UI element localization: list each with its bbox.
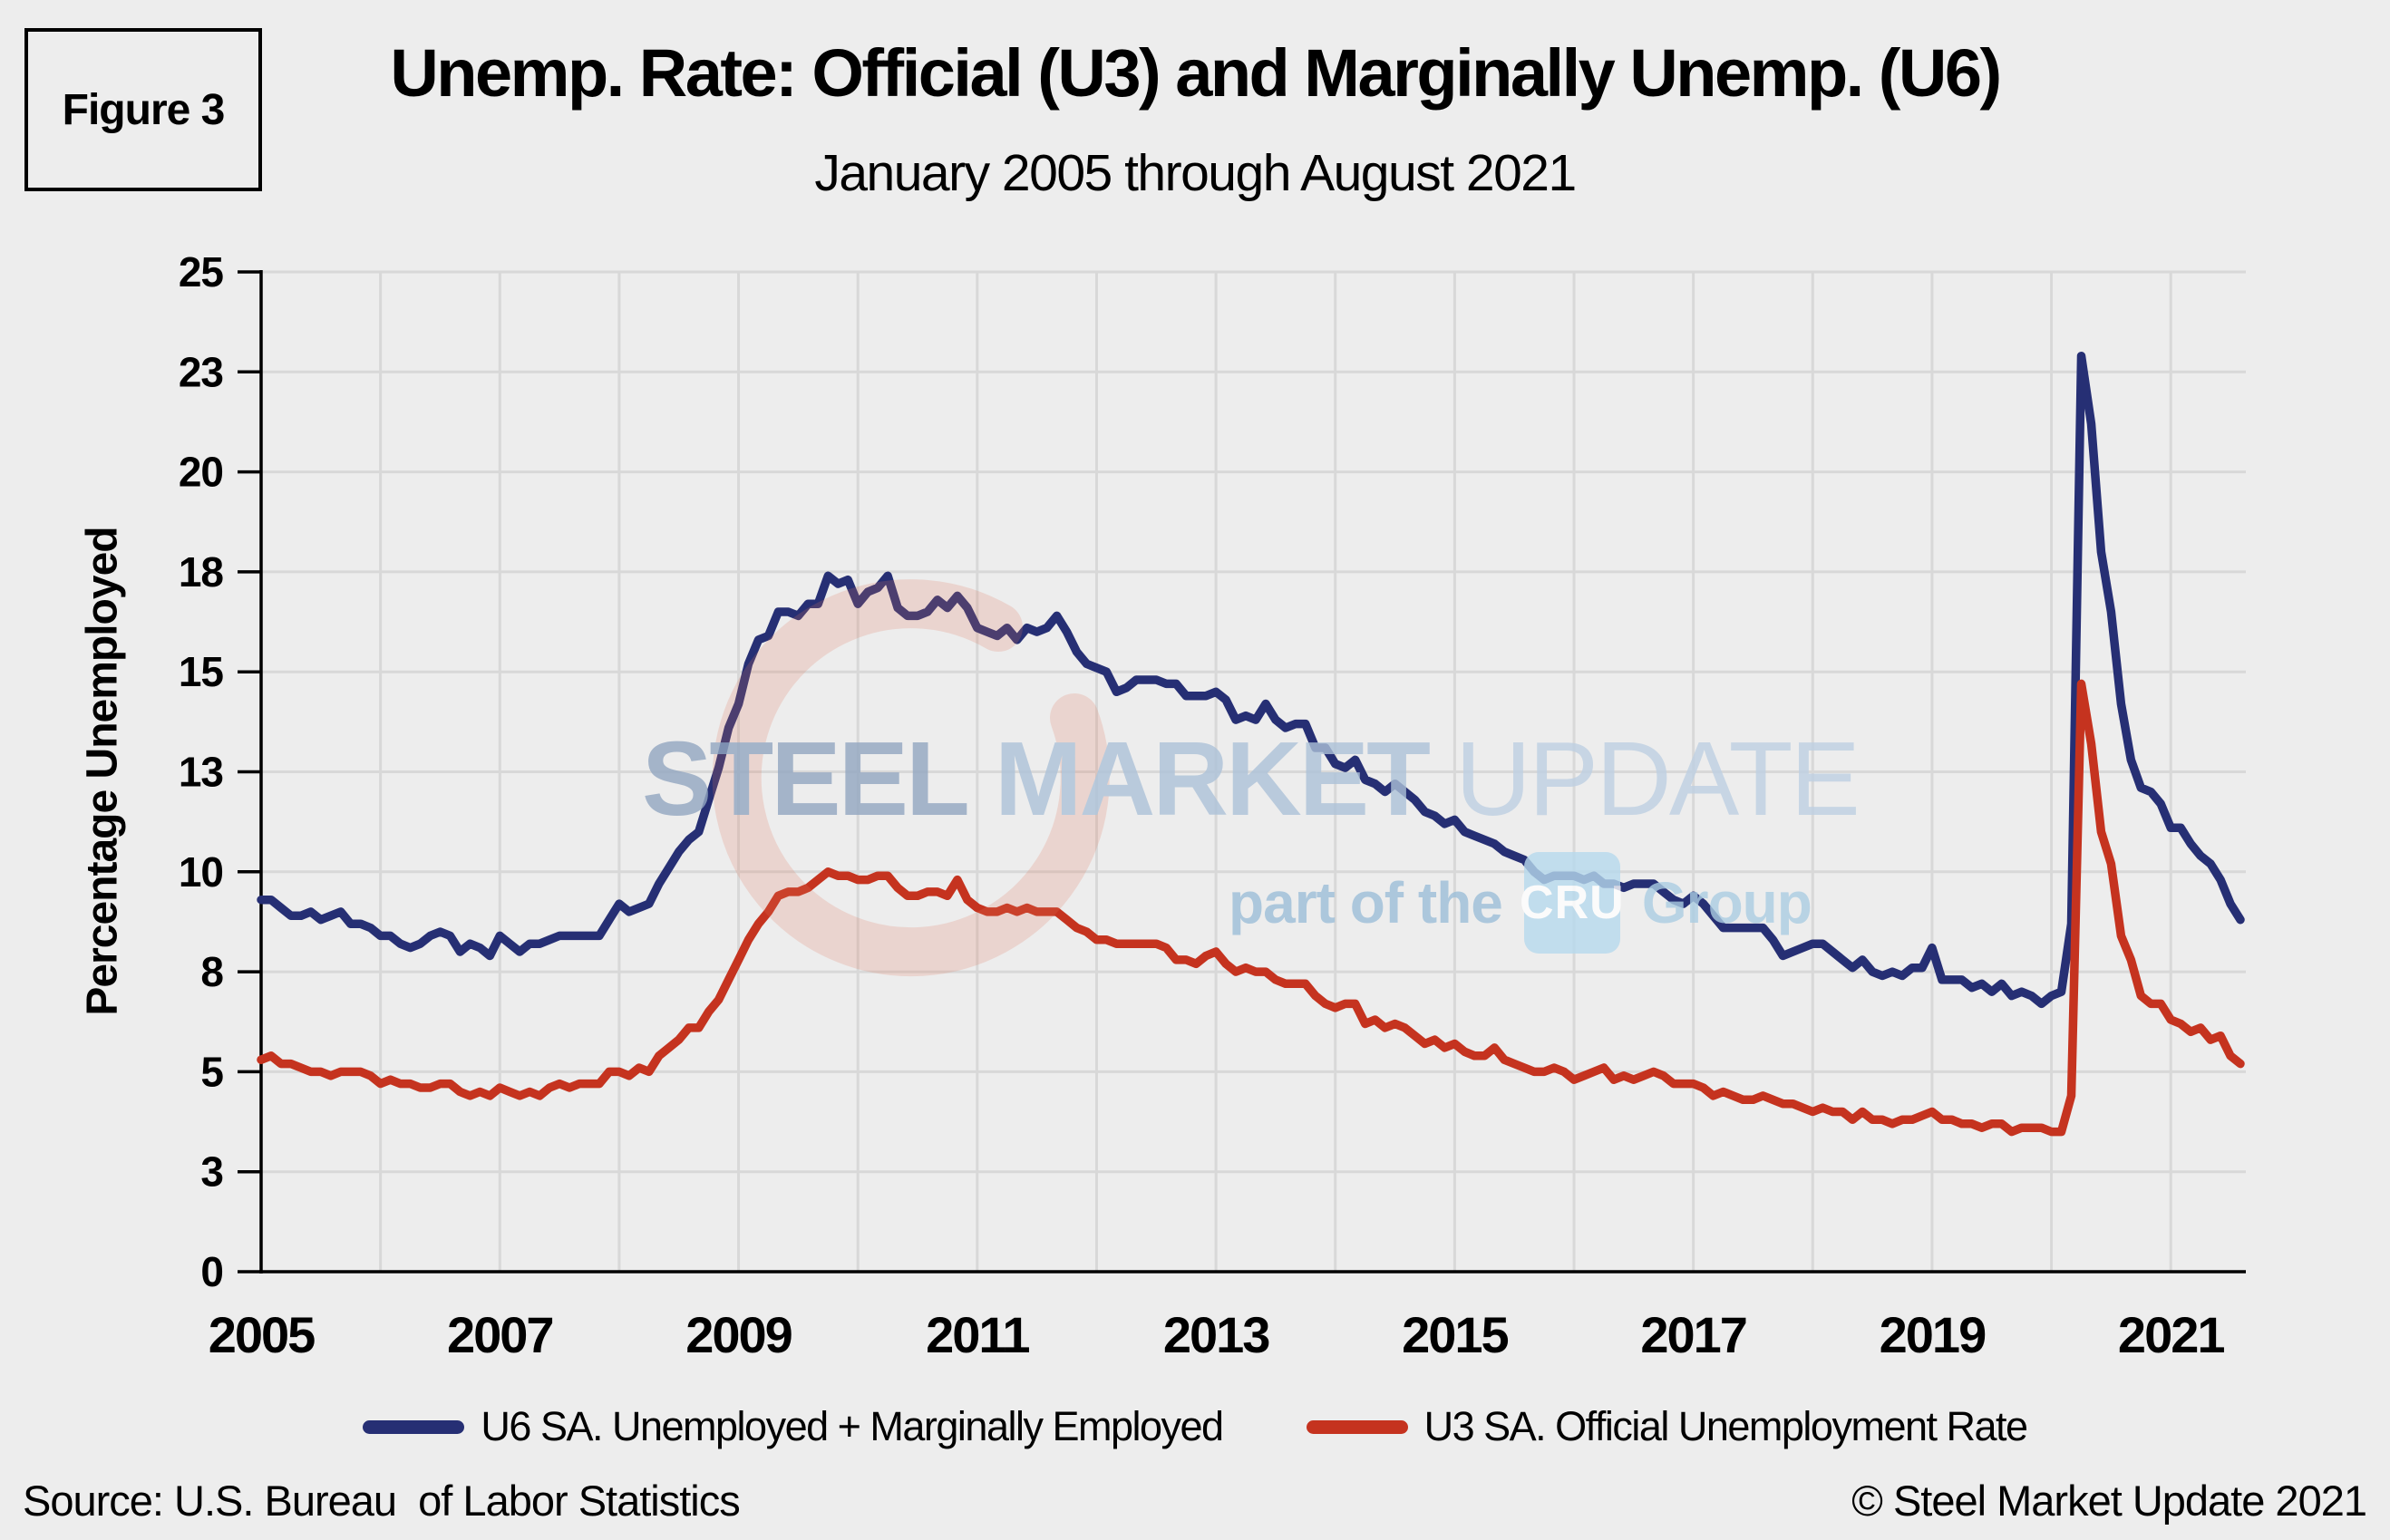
y-tick-label: 23 xyxy=(179,348,223,395)
x-tick-label: 2021 xyxy=(2118,1306,2224,1363)
u6-line xyxy=(257,351,2245,1009)
u6-legend-label: U6 SA. Unemployed + Marginally Employed xyxy=(481,1403,1224,1449)
x-tick-label: 2007 xyxy=(447,1306,553,1363)
y-tick-label: 5 xyxy=(200,1048,223,1095)
x-tick-label: 2015 xyxy=(1402,1306,1508,1363)
chart-title: Unemp. Rate: Official (U3) and Marginall… xyxy=(390,35,2002,111)
source-note: Source: U.S. Bureau of Labor Statistics xyxy=(23,1477,741,1525)
x-tick-label: 2011 xyxy=(926,1306,1029,1363)
legend-item-u3: U3 SA. Official Unemployment Rate xyxy=(1306,1403,2028,1450)
y-tick-label: 0 xyxy=(200,1248,223,1295)
x-tick-label: 2019 xyxy=(1880,1306,1986,1363)
y-tick-label: 3 xyxy=(200,1148,223,1196)
y-tick-label: 8 xyxy=(200,948,223,995)
figure-label-box: Figure 3 xyxy=(24,28,262,191)
y-tick-label: 25 xyxy=(179,248,224,295)
u6-line-swatch xyxy=(363,1419,465,1434)
x-tick-label: 2013 xyxy=(1163,1306,1269,1363)
legend: U6 SA. Unemployed + Marginally Employed … xyxy=(0,1403,2390,1450)
x-tick-label: 2009 xyxy=(685,1306,792,1363)
y-tick-label: 13 xyxy=(179,749,223,796)
chart-subtitle: January 2005 through August 2021 xyxy=(814,144,1577,202)
x-tick-label: 2005 xyxy=(209,1306,315,1363)
u3-line-swatch xyxy=(1306,1419,1408,1434)
copyright-note: © Steel Market Update 2021 xyxy=(1851,1477,2367,1525)
y-tick-label: 20 xyxy=(179,449,223,496)
legend-item-u6: U6 SA. Unemployed + Marginally Employed xyxy=(363,1403,1224,1450)
y-tick-label: 15 xyxy=(179,648,224,695)
u3-legend-label: U3 SA. Official Unemployment Rate xyxy=(1423,1403,2028,1449)
figure-label: Figure 3 xyxy=(62,85,226,134)
y-tick-label: 10 xyxy=(179,848,223,896)
u3-line xyxy=(257,679,2245,1137)
x-tick-label: 2017 xyxy=(1640,1306,1746,1363)
y-tick-label: 18 xyxy=(179,548,224,596)
